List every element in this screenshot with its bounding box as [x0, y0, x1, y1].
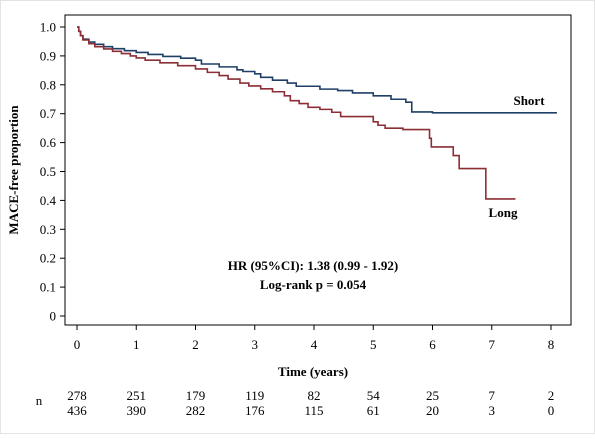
series-label-short: Short — [513, 93, 545, 108]
plot-area — [64, 14, 572, 326]
risk-count-short: 251 — [127, 388, 147, 403]
x-tick-label: 0 — [74, 337, 81, 352]
risk-count-long: 20 — [426, 403, 439, 418]
risk-count-long: 61 — [367, 403, 380, 418]
y-tick-label: 0.7 — [40, 106, 57, 121]
x-tick-label: 6 — [429, 337, 436, 352]
x-tick-label: 7 — [489, 337, 496, 352]
risk-count-long: 436 — [67, 403, 87, 418]
y-tick-label: 0.1 — [40, 280, 56, 295]
risk-count-long: 3 — [489, 403, 496, 418]
risk-table: n 278 251 179 119 82 54 25 7 2 436 390 282 176 115 61 2… — [36, 388, 555, 418]
y-tick-label: 0.2 — [40, 251, 56, 266]
y-tick-label: 0.4 — [40, 193, 57, 208]
y-tick-label: 0.6 — [40, 135, 57, 150]
y-tick-label: 1.0 — [40, 20, 56, 35]
risk-count-short: 278 — [67, 388, 87, 403]
series-line-long — [77, 26, 516, 200]
risk-count-short: 7 — [489, 388, 496, 403]
risk-table-label: n — [36, 393, 43, 408]
risk-count-long: 115 — [304, 403, 323, 418]
y-axis-title: MACE-free proportion — [6, 105, 21, 235]
risk-count-short: 25 — [426, 388, 439, 403]
series-label-long: Long — [489, 205, 518, 220]
risk-count-short: 119 — [245, 388, 264, 403]
y-tick-label: 0 — [50, 309, 57, 324]
risk-count-short: 82 — [308, 388, 321, 403]
log-rank-annotation: Log-rank p = 0.054 — [260, 277, 367, 292]
x-axis: 0 1 2 3 4 5 6 7 8 — [74, 325, 555, 352]
risk-count-long: 0 — [548, 403, 555, 418]
x-tick-label: 8 — [548, 337, 555, 352]
x-tick-label: 1 — [133, 337, 140, 352]
y-axis: 0 0.1 0.2 0.3 0.4 0.5 0.6 0.7 0.8 0.9 1.0 — [40, 20, 65, 324]
series-lines — [77, 26, 557, 200]
hazard-ratio-annotation: HR (95%CI): 1.38 (0.99 - 1.92) — [228, 258, 398, 273]
x-axis-title: Time (years) — [278, 364, 348, 379]
series-line-short — [77, 26, 557, 114]
risk-count-long: 282 — [186, 403, 206, 418]
risk-count-short: 54 — [367, 388, 381, 403]
risk-count-long: 176 — [245, 403, 265, 418]
y-tick-label: 0.8 — [40, 77, 56, 92]
y-tick-label: 0.3 — [40, 222, 56, 237]
risk-count-short: 179 — [186, 388, 206, 403]
x-tick-label: 5 — [370, 337, 377, 352]
x-tick-label: 3 — [252, 337, 259, 352]
y-tick-label: 0.9 — [40, 48, 56, 63]
risk-count-long: 390 — [127, 403, 147, 418]
x-tick-label: 2 — [192, 337, 199, 352]
x-tick-label: 4 — [311, 337, 318, 352]
risk-count-short: 2 — [548, 388, 555, 403]
y-tick-label: 0.5 — [40, 164, 56, 179]
